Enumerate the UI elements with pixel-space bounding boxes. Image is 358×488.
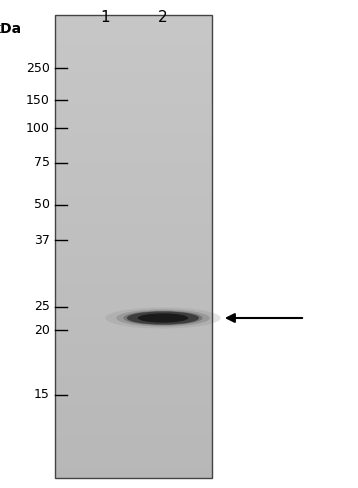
Ellipse shape: [116, 309, 210, 326]
Text: 150: 150: [26, 94, 50, 106]
Text: kDa: kDa: [0, 22, 22, 36]
Text: 250: 250: [26, 61, 50, 75]
Text: 75: 75: [34, 157, 50, 169]
Text: 2: 2: [158, 10, 168, 25]
Text: 37: 37: [34, 233, 50, 246]
Ellipse shape: [105, 307, 221, 328]
Ellipse shape: [138, 313, 188, 323]
Text: 1: 1: [100, 10, 110, 25]
Ellipse shape: [127, 311, 199, 325]
Text: 25: 25: [34, 301, 50, 313]
Text: 20: 20: [34, 324, 50, 337]
Text: 15: 15: [34, 388, 50, 402]
Text: 50: 50: [34, 199, 50, 211]
Ellipse shape: [124, 311, 203, 325]
Text: 100: 100: [26, 122, 50, 135]
Bar: [55, 15, 212, 478]
